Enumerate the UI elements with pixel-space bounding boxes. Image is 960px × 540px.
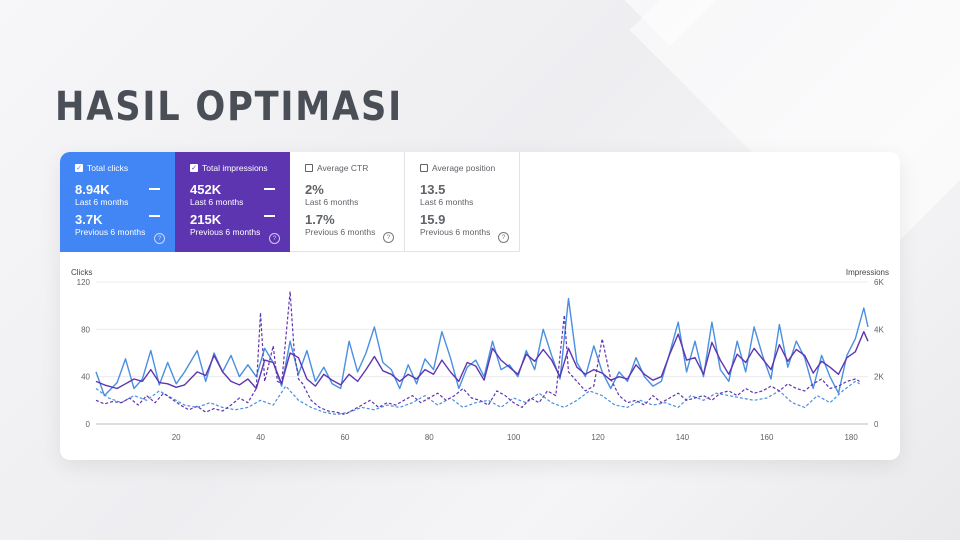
dashed-line-legend-icon bbox=[264, 215, 275, 217]
help-icon[interactable]: ? bbox=[498, 232, 509, 243]
performance-card: ✓ Total clicks 8.94K Last 6 months 3.7K P… bbox=[60, 152, 900, 460]
metric-value: 452K bbox=[190, 182, 222, 197]
x-tick-label: 160 bbox=[760, 433, 774, 442]
checkbox-checked-icon[interactable]: ✓ bbox=[75, 164, 83, 172]
metric-value: 8.94K bbox=[75, 182, 110, 197]
y-right-tick-label: 2K bbox=[874, 373, 884, 382]
y-right-axis-title: Impressions bbox=[845, 268, 889, 277]
help-icon[interactable]: ? bbox=[383, 232, 394, 243]
metric-prev-value: 15.9 bbox=[420, 212, 446, 227]
help-icon[interactable]: ? bbox=[269, 233, 280, 244]
metric-prev-period: Previous 6 months bbox=[75, 227, 146, 237]
y-left-tick-label: 40 bbox=[81, 373, 90, 382]
y-right-tick-label: 0 bbox=[874, 420, 879, 429]
y-left-tick-label: 0 bbox=[86, 420, 91, 429]
y-left-axis-title: Clicks bbox=[71, 268, 93, 277]
metric-value: 2% bbox=[305, 182, 324, 197]
help-icon[interactable]: ? bbox=[154, 233, 165, 244]
series-line bbox=[95, 331, 869, 390]
metric-prev-period: Previous 6 months bbox=[190, 227, 261, 237]
x-tick-label: 80 bbox=[425, 433, 434, 442]
x-tick-label: 180 bbox=[844, 433, 858, 442]
solid-line-legend-icon bbox=[149, 188, 160, 190]
metric-prev-value: 1.7% bbox=[305, 212, 335, 227]
metric-total-clicks[interactable]: ✓ Total clicks 8.94K Last 6 months 3.7K P… bbox=[60, 152, 175, 252]
series-line bbox=[95, 297, 869, 397]
metric-label: Average CTR bbox=[317, 163, 369, 173]
metric-period: Last 6 months bbox=[420, 197, 474, 207]
metric-prev-value: 215K bbox=[190, 212, 222, 227]
series-line bbox=[95, 380, 860, 416]
x-tick-label: 20 bbox=[172, 433, 181, 442]
series-line bbox=[95, 290, 860, 416]
y-left-tick-label: 80 bbox=[81, 325, 90, 334]
metric-total-impressions[interactable]: ✓ Total impressions 452K Last 6 months 21… bbox=[175, 152, 290, 252]
metric-label: Average position bbox=[432, 163, 496, 173]
metric-prev-period: Previous 6 months bbox=[305, 227, 376, 237]
metric-period: Last 6 months bbox=[190, 197, 244, 207]
x-tick-label: 140 bbox=[676, 433, 690, 442]
metric-prev-value: 3.7K bbox=[75, 212, 103, 227]
checkbox-checked-icon[interactable]: ✓ bbox=[190, 164, 198, 172]
x-tick-label: 40 bbox=[256, 433, 265, 442]
metric-prev-period: Previous 6 months bbox=[420, 227, 491, 237]
x-tick-label: 100 bbox=[507, 433, 521, 442]
x-tick-label: 60 bbox=[340, 433, 349, 442]
checkbox-unchecked-icon[interactable] bbox=[420, 164, 428, 172]
metric-period: Last 6 months bbox=[305, 197, 359, 207]
metric-label: Total impressions bbox=[202, 163, 268, 173]
metric-value: 13.5 bbox=[420, 182, 446, 197]
dashed-line-legend-icon bbox=[149, 215, 160, 217]
page-title: HASIL OPTIMASI bbox=[55, 84, 404, 130]
metric-average-ctr[interactable]: Average CTR 2% Last 6 months 1.7% Previo… bbox=[290, 152, 405, 252]
y-left-tick-label: 120 bbox=[77, 278, 91, 287]
solid-line-legend-icon bbox=[264, 188, 275, 190]
x-tick-label: 120 bbox=[591, 433, 605, 442]
metric-average-position[interactable]: Average position 13.5 Last 6 months 15.9… bbox=[405, 152, 520, 252]
checkbox-unchecked-icon[interactable] bbox=[305, 164, 313, 172]
performance-chart[interactable]: 120 80 40 0 6K 4K 2K 0 20 40 60 80 100 120 140 160 180 bbox=[60, 276, 900, 456]
metric-period: Last 6 months bbox=[75, 197, 129, 207]
y-right-tick-label: 4K bbox=[874, 325, 884, 334]
metric-label: Total clicks bbox=[87, 163, 129, 173]
y-right-tick-label: 6K bbox=[874, 278, 884, 287]
